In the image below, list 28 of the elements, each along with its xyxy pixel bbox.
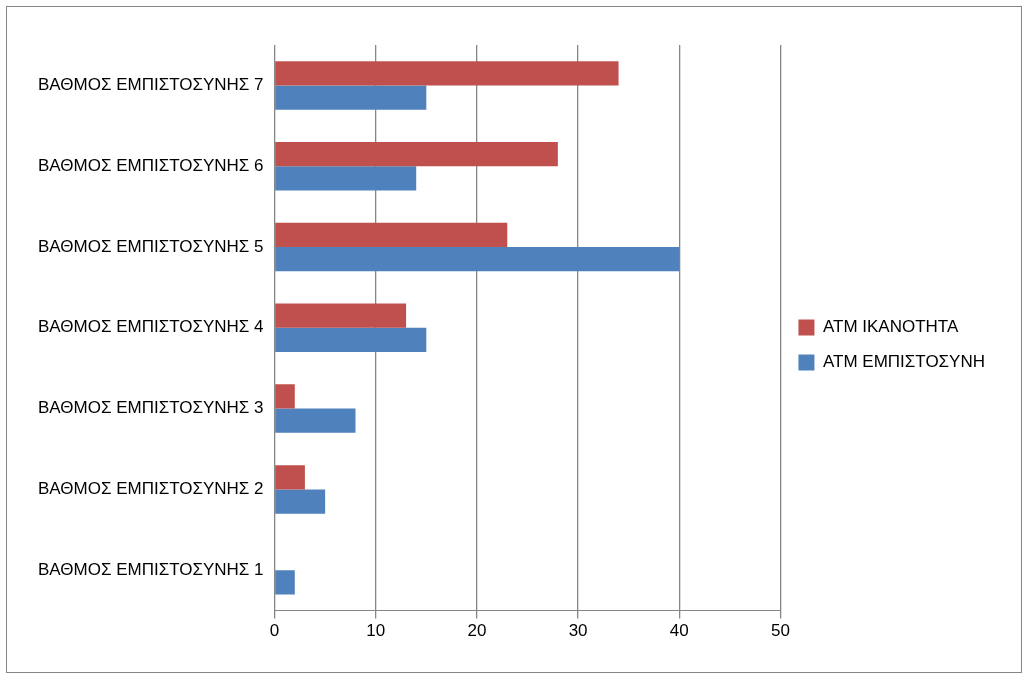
y-tick-label: ΒΑΘΜΟΣ ΕΜΠΙΣΤΟΣΥΝΗΣ 5 (37, 236, 264, 256)
bar (275, 408, 356, 433)
x-tick-label: 10 (366, 621, 386, 641)
x-tick-label: 30 (568, 621, 588, 641)
y-tick-label: ΒΑΘΜΟΣ ΕΜΠΙΣΤΟΣΥΝΗΣ 1 (37, 559, 264, 579)
x-tick-label: 20 (467, 621, 487, 641)
x-tick-label: 50 (770, 621, 790, 641)
bar (275, 303, 407, 328)
y-tick-label: ΒΑΘΜΟΣ ΕΜΠΙΣΤΟΣΥΝΗΣ 6 (37, 155, 264, 175)
bar (275, 247, 680, 272)
bar (275, 327, 427, 353)
y-tick-label: ΒΑΘΜΟΣ ΕΜΠΙΣΤΟΣΥΝΗΣ 7 (37, 75, 264, 95)
bar (275, 222, 508, 247)
legend-label: ΑΤΜ ΕΜΠΙΣΤΟΣΥΝΗ (822, 352, 986, 372)
bar (275, 141, 558, 167)
y-tick-label: ΒΑΘΜΟΣ ΕΜΠΙΣΤΟΣΥΝΗΣ 4 (37, 317, 264, 337)
bar (275, 166, 417, 191)
bar (275, 61, 619, 86)
x-tick-label: 40 (669, 621, 689, 641)
x-tick-label: 0 (269, 621, 280, 641)
bar (275, 489, 326, 514)
y-tick-label: ΒΑΘΜΟΣ ΕΜΠΙΣΤΟΣΥΝΗΣ 3 (37, 398, 264, 418)
bar (275, 465, 305, 490)
legend-label: ΑΤΜ ΙΚΑΝΟΤΗΤΑ (822, 317, 959, 337)
bar (275, 85, 427, 110)
bar (275, 570, 295, 595)
y-tick-label: ΒΑΘΜΟΣ ΕΜΠΙΣΤΟΣΥΝΗΣ 2 (37, 479, 264, 499)
bar (275, 384, 295, 409)
